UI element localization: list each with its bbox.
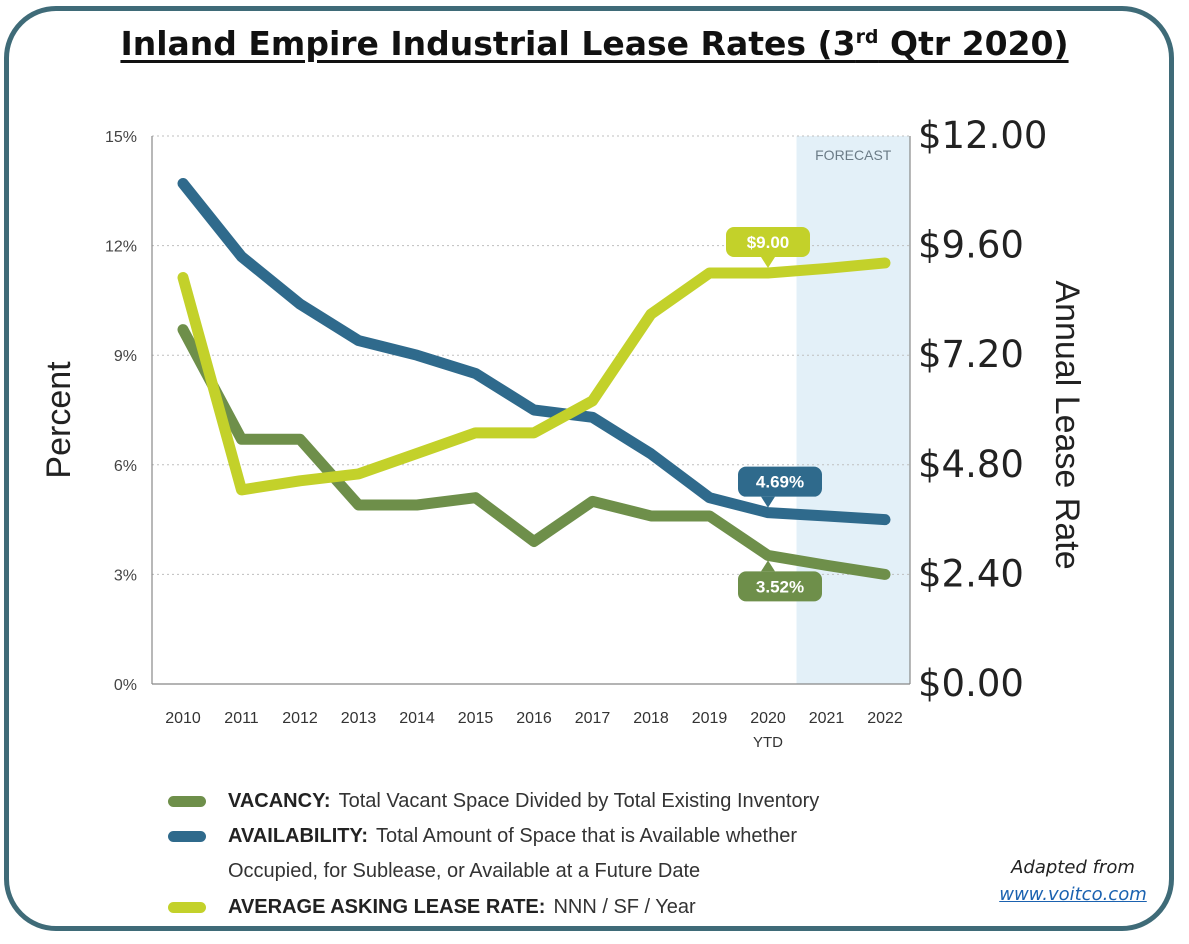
- title-tail: Qtr 2020): [878, 24, 1069, 63]
- x-tick-label: 2011: [224, 710, 259, 727]
- x-tick-label: 2017: [575, 710, 611, 727]
- callout-label: 3.52%: [756, 577, 804, 596]
- callout-pointer: [761, 496, 775, 508]
- left-tick-label: 3%: [114, 567, 137, 584]
- right-tick-label: $7.20: [918, 333, 1024, 376]
- left-tick-label: 9%: [114, 348, 137, 365]
- legend-desc-vacancy: Total Vacant Space Divided by Total Exis…: [338, 790, 820, 812]
- callout-label: 4.69%: [756, 473, 804, 492]
- forecast-band: [796, 136, 910, 684]
- legend-swatch-vacancy: [168, 796, 206, 807]
- x-tick-label: 2018: [633, 710, 669, 727]
- x-tick-sublabel: YTD: [753, 734, 783, 751]
- series-line-availability: [177, 177, 891, 526]
- legend-name-vacancy: VACANCY:: [228, 790, 331, 812]
- legend-swatch-lease-rate: [168, 902, 206, 913]
- legend-name-availability: AVAILABILITY:: [228, 825, 368, 847]
- right-tick-label: $2.40: [918, 552, 1024, 595]
- right-tick-label: $4.80: [918, 443, 1024, 486]
- left-tick-label: 6%: [114, 458, 137, 475]
- left-axis-title: Percent: [40, 361, 78, 479]
- legend-item-lease-rate: AVERAGE ASKING LEASE RATE: NNN / SF / Ye…: [168, 896, 696, 919]
- legend-desc-availability: Total Amount of Space that is Available …: [375, 825, 797, 847]
- right-tick-label: $9.60: [918, 224, 1024, 267]
- x-tick-label: 2012: [282, 710, 318, 727]
- x-tick-label: 2014: [399, 710, 435, 727]
- left-tick-label: 12%: [105, 239, 137, 256]
- right-axis-title: Annual Lease Rate: [1048, 280, 1086, 569]
- x-tick-label: 2021: [809, 710, 845, 727]
- x-tick-label: 2022: [867, 710, 903, 727]
- title-main: Inland Empire Industrial Lease Rates (3: [120, 24, 856, 63]
- left-tick-label: 0%: [114, 677, 137, 694]
- series-line-vacancy: [177, 324, 891, 580]
- callout-box: [738, 466, 822, 497]
- left-tick-label: 15%: [105, 129, 137, 146]
- credit: Adapted from www.voitco.com: [968, 857, 1178, 905]
- chart-title: Inland Empire Industrial Lease Rates (3r…: [0, 24, 1189, 63]
- legend-desc-availability-cont: Occupied, for Sublease, or Available at …: [228, 860, 701, 882]
- callout-pointer: [761, 257, 775, 268]
- credit-text: Adapted from: [1011, 857, 1135, 878]
- right-tick-label: $0.00: [918, 662, 1024, 705]
- legend-swatch-availability: [168, 831, 206, 842]
- credit-link[interactable]: www.voitco.com: [999, 884, 1147, 905]
- legend-item-availability: AVAILABILITY: Total Amount of Space that…: [168, 825, 797, 848]
- x-tick-label: 2010: [165, 710, 201, 727]
- x-tick-label: 2013: [341, 710, 377, 727]
- right-tick-label: $12.00: [918, 114, 1047, 157]
- legend-name-lease-rate: AVERAGE ASKING LEASE RATE:: [228, 896, 546, 918]
- x-tick-label: 2020: [750, 710, 786, 727]
- legend-item-vacancy: VACANCY: Total Vacant Space Divided by T…: [168, 790, 819, 813]
- forecast-label: FORECAST: [815, 147, 892, 163]
- x-tick-label: 2015: [458, 710, 494, 727]
- callout-box: [726, 227, 810, 257]
- title-superscript: rd: [855, 26, 879, 48]
- x-tick-label: 2019: [692, 710, 728, 727]
- callout-box: [738, 571, 822, 602]
- callout-pointer: [761, 560, 775, 572]
- series-line-average-asking-lease-rate: [177, 257, 891, 496]
- legend-desc-lease-rate: NNN / SF / Year: [553, 896, 696, 918]
- x-tick-label: 2016: [516, 710, 552, 727]
- chart-frame: [4, 6, 1174, 931]
- callout-label: $9.00: [747, 233, 790, 252]
